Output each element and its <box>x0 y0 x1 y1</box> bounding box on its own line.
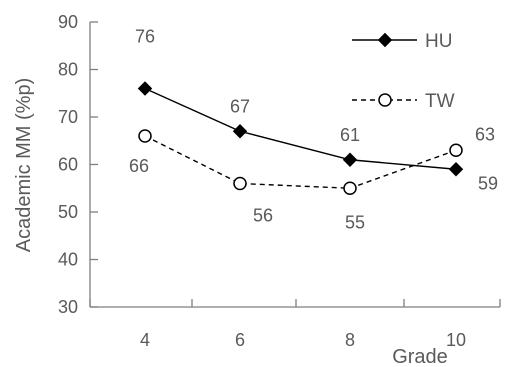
y-tick-label: 70 <box>58 107 78 127</box>
data-point-tw <box>233 176 247 191</box>
data-point-tw <box>449 143 463 157</box>
legend: HU TW <box>352 31 455 112</box>
series-layer <box>137 81 464 195</box>
y-tick-label: 90 <box>58 12 78 32</box>
y-tick-label: 80 <box>58 60 78 80</box>
series-tw <box>138 129 463 195</box>
data-point-hu <box>137 81 153 96</box>
data-point-hu <box>232 124 248 139</box>
data-label-tw: 63 <box>475 124 495 144</box>
data-labels-layer: 76 67 61 59 66 56 55 63 <box>129 27 498 233</box>
series-line-tw <box>144 135 457 189</box>
data-label-tw: 56 <box>253 206 273 226</box>
legend-label-hu: HU <box>425 31 452 52</box>
data-label-hu: 67 <box>230 96 250 116</box>
legend-label-tw: TW <box>425 91 455 112</box>
data-point-hu <box>342 152 358 167</box>
data-label-hu: 61 <box>340 125 360 145</box>
data-label-hu: 59 <box>478 173 498 193</box>
x-axis-title: Grade <box>392 346 448 367</box>
data-label-tw: 66 <box>129 156 149 176</box>
x-tick-label: 10 <box>446 330 466 350</box>
series-hu <box>137 81 464 177</box>
y-tick-label: 30 <box>58 297 78 317</box>
data-label-hu: 76 <box>135 27 155 47</box>
x-tick-label: 8 <box>345 330 355 350</box>
legend-marker-hu <box>377 32 393 48</box>
data-point-tw <box>138 129 152 143</box>
data-point-tw <box>343 181 357 195</box>
data-point-hu <box>448 162 464 177</box>
x-tick-label: 4 <box>140 330 150 350</box>
legend-item-hu: HU <box>352 31 452 52</box>
series-line-hu <box>144 87 457 170</box>
y-axis-title: Academic MM (%p) <box>13 78 35 252</box>
data-label-tw: 55 <box>345 212 365 232</box>
legend-item-tw: TW <box>352 91 455 112</box>
legend-marker-tw <box>378 93 392 107</box>
y-tick-label: 40 <box>58 250 78 270</box>
y-tick-label: 60 <box>58 155 78 175</box>
x-tick-label: 6 <box>235 330 245 350</box>
y-tick-label: 50 <box>58 202 78 222</box>
